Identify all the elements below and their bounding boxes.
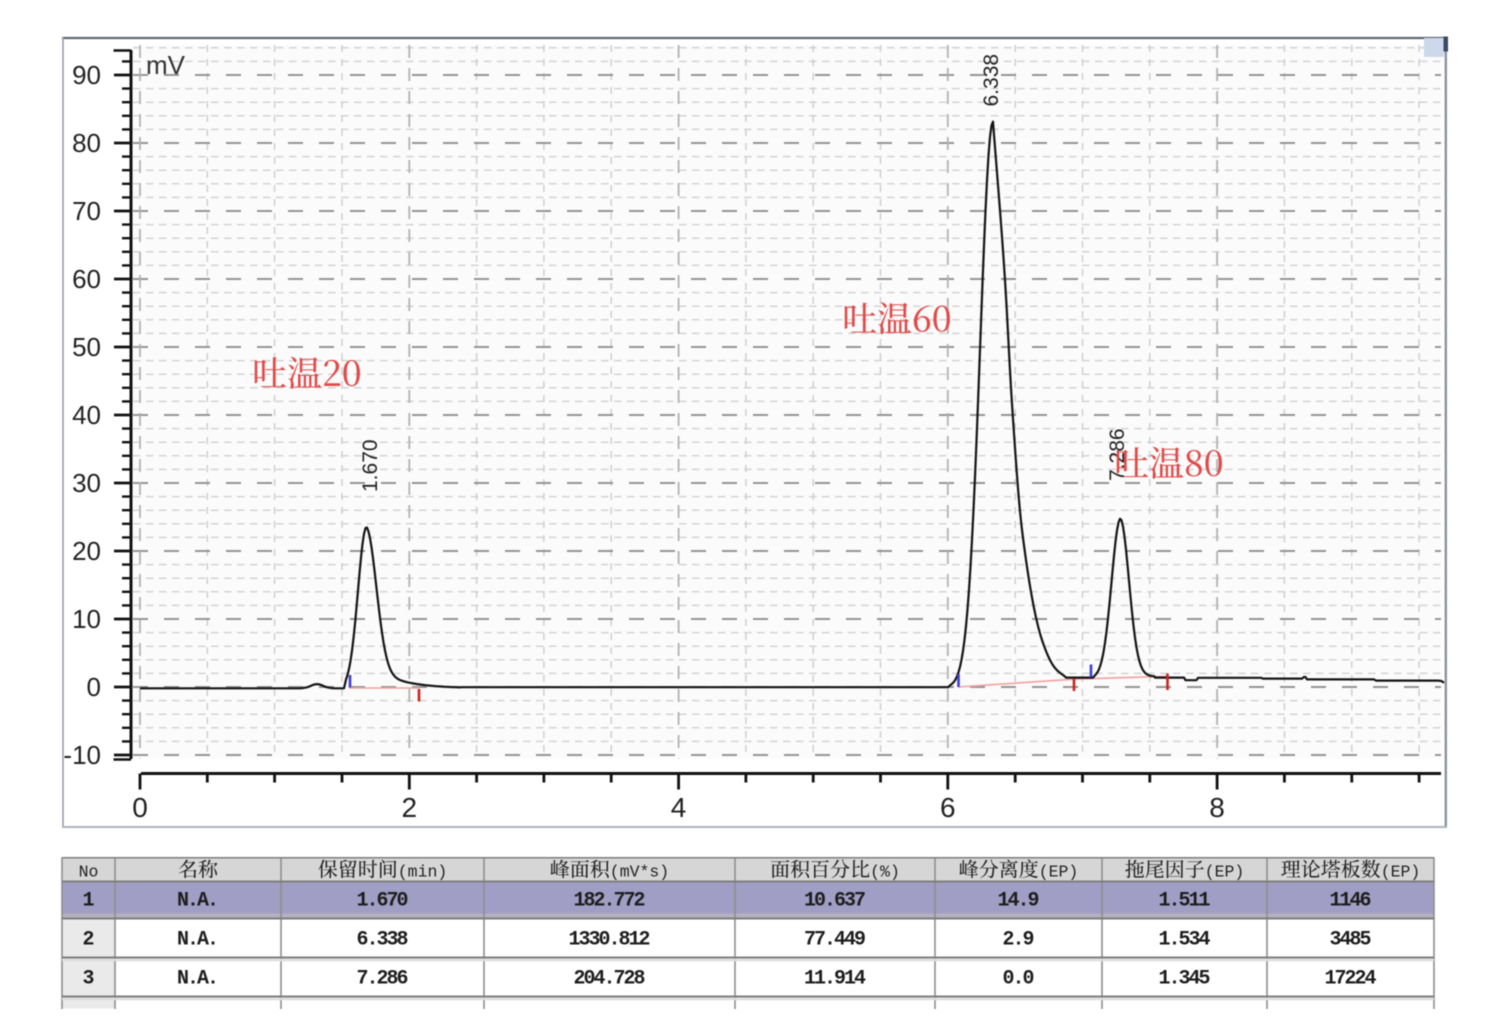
svg-text:): ) (437, 863, 447, 882)
svg-text:2: 2 (402, 792, 418, 823)
svg-text:0: 0 (132, 792, 148, 823)
svg-text:N.A.: N.A. (177, 929, 217, 952)
svg-text:N.A.: N.A. (177, 890, 217, 913)
svg-text:6.338: 6.338 (980, 54, 1003, 107)
svg-text:10.637: 10.637 (804, 890, 865, 913)
svg-text:1330.812: 1330.812 (569, 929, 650, 952)
svg-text:6: 6 (940, 792, 956, 823)
svg-text:%: % (880, 863, 890, 882)
svg-text:N: N (79, 863, 89, 882)
svg-text:P: P (1401, 863, 1411, 882)
svg-text:s: s (649, 863, 659, 882)
svg-text:): ) (659, 863, 669, 882)
svg-text:m: m (620, 863, 630, 882)
svg-text:3485: 3485 (1330, 929, 1371, 952)
svg-text:3: 3 (83, 968, 94, 991)
svg-text:4: 4 (671, 792, 687, 823)
svg-text:0: 0 (87, 672, 101, 702)
svg-text:E: E (1049, 863, 1059, 882)
svg-text:2.9: 2.9 (1003, 929, 1034, 952)
svg-text:): ) (1068, 863, 1078, 882)
svg-text:V: V (630, 863, 640, 882)
svg-text:30: 30 (72, 468, 101, 498)
svg-text:6.338: 6.338 (357, 929, 408, 952)
svg-text:90: 90 (72, 60, 101, 90)
svg-text:40: 40 (72, 400, 101, 430)
svg-text:mV: mV (146, 50, 186, 80)
svg-text:): ) (890, 863, 900, 882)
svg-text:17224: 17224 (1325, 968, 1377, 991)
svg-text:1.534: 1.534 (1159, 929, 1211, 952)
svg-text:P: P (1059, 863, 1069, 882)
svg-text:): ) (1234, 863, 1244, 882)
svg-text:204.728: 204.728 (574, 968, 645, 991)
svg-text:77.449: 77.449 (804, 929, 865, 952)
svg-text:(: ( (610, 863, 620, 882)
svg-text:80: 80 (72, 128, 101, 158)
svg-text:1146: 1146 (1330, 890, 1371, 913)
svg-text:n: n (428, 863, 438, 882)
svg-text:10: 10 (72, 604, 101, 634)
svg-text:o: o (89, 863, 99, 882)
svg-text:1.670: 1.670 (359, 439, 382, 492)
svg-text:50: 50 (72, 332, 101, 362)
svg-text:1.511: 1.511 (1159, 890, 1211, 913)
svg-text:m: m (408, 863, 418, 882)
svg-text:182.772: 182.772 (574, 890, 645, 913)
svg-text:7.286: 7.286 (357, 968, 408, 991)
svg-text:): ) (1410, 863, 1420, 882)
svg-text:E: E (1391, 863, 1401, 882)
svg-text:-10: -10 (63, 740, 101, 770)
svg-text:N.A.: N.A. (177, 968, 217, 991)
svg-text:(: ( (398, 863, 408, 882)
svg-text:(: ( (1381, 863, 1391, 882)
svg-text:(: ( (1039, 863, 1049, 882)
svg-text:2: 2 (83, 929, 94, 952)
svg-text:1.345: 1.345 (1159, 968, 1210, 991)
svg-text:14.9: 14.9 (998, 890, 1039, 913)
svg-text:70: 70 (72, 196, 101, 226)
svg-text:E: E (1215, 863, 1225, 882)
svg-text:0.0: 0.0 (1003, 968, 1034, 991)
svg-text:(: ( (1205, 863, 1215, 882)
svg-text:60: 60 (72, 264, 101, 294)
svg-text:11.914: 11.914 (804, 968, 866, 991)
svg-text:8: 8 (1209, 792, 1225, 823)
svg-text:*: * (640, 863, 650, 882)
svg-text:20: 20 (72, 536, 101, 566)
svg-text:(: ( (870, 863, 880, 882)
svg-text:P: P (1225, 863, 1235, 882)
svg-text:i: i (418, 863, 428, 882)
svg-text:1.670: 1.670 (357, 890, 408, 913)
